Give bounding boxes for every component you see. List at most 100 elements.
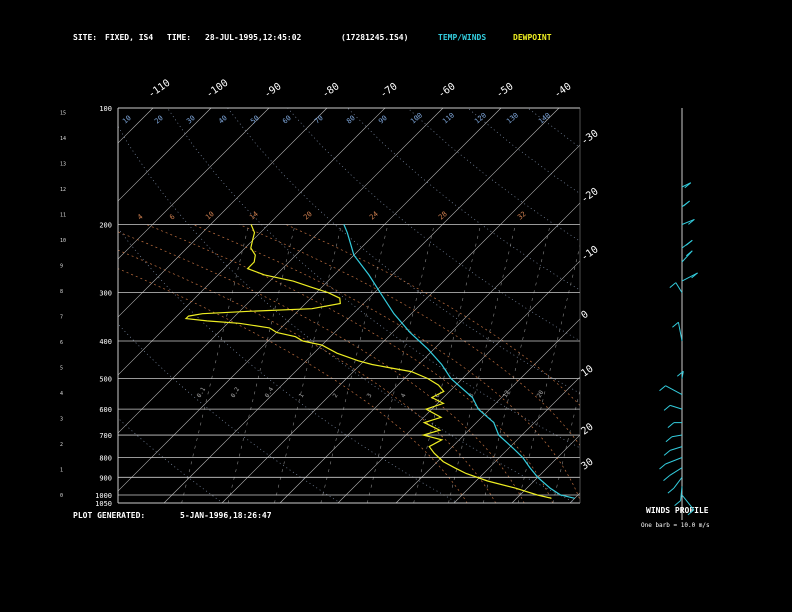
isotherm-line <box>118 108 270 260</box>
right-temp-tick-label: -20 <box>579 186 600 205</box>
wind-barb-flag <box>669 282 677 288</box>
wind-barb-flag <box>667 422 675 428</box>
wind-barb <box>669 467 683 477</box>
wind-barb-flag <box>676 370 684 377</box>
wind-barb <box>671 434 683 438</box>
mixing-ratio-label: 6 <box>434 392 442 399</box>
moist-adiabat-label: 10 <box>204 210 216 222</box>
height-tick-label: 6 <box>60 340 63 346</box>
height-tick-label: 5 <box>60 366 63 372</box>
isotherm-line <box>628 108 792 503</box>
wind-barb-flag <box>691 272 698 279</box>
isotherm-line <box>118 108 444 434</box>
site-value: FIXED, IS4 <box>105 33 154 42</box>
right-temp-tick-label: 30 <box>579 457 595 473</box>
isotherm-line <box>221 144 580 503</box>
wind-barb <box>680 486 683 501</box>
right-temp-tick-label: -30 <box>579 128 600 147</box>
pressure-tick-label: 200 <box>99 221 112 229</box>
height-tick-label: 10 <box>60 238 66 244</box>
isotherm-line <box>118 108 386 376</box>
dry-adiabat-label: 10 <box>121 114 133 126</box>
isotherm-line <box>163 108 560 503</box>
isobars <box>118 224 580 496</box>
isotherm-line <box>118 108 328 318</box>
wind-barb <box>677 322 683 342</box>
mixing-ratio-line <box>588 225 655 504</box>
moist-adiabat <box>118 268 468 503</box>
mixing-ratio-label: 8 <box>468 392 476 399</box>
pressure-tick-label: 100 <box>99 105 112 113</box>
top-temp-tick-label: -110 <box>146 78 172 101</box>
moist-adiabat-label: 28 <box>437 210 449 222</box>
file-id: (17281245.IS4) <box>341 33 409 42</box>
wind-barb-flag <box>687 509 695 516</box>
legend-dewpoint: DEWPOINT <box>513 33 552 42</box>
height-tick-label: 3 <box>60 417 63 423</box>
right-temp-tick-label: 10 <box>579 364 595 380</box>
right-temp-tick-label: -10 <box>579 244 600 263</box>
height-tick-label: 14 <box>60 136 66 142</box>
dry-adiabat <box>347 108 580 291</box>
mixing-ratio-line <box>274 224 342 503</box>
moist-adiabat-label: 6 <box>168 213 176 222</box>
moist-adiabat-label: 20 <box>302 210 314 222</box>
height-tick-label: 2 <box>60 442 63 448</box>
pressure-tick-label: 900 <box>99 474 112 482</box>
height-tick-label: 7 <box>60 315 63 321</box>
sounding-series <box>184 224 575 499</box>
dry-adiabat <box>118 323 341 503</box>
moist-adiabat <box>118 249 497 503</box>
isotherm-line <box>118 108 212 202</box>
dry-adiabat-label: 130 <box>505 111 520 125</box>
wind-barb-flag <box>663 450 671 456</box>
time-label: TIME: <box>167 33 192 42</box>
moist-adiabat-label: 24 <box>368 210 380 222</box>
mixing-ratio-line <box>320 224 389 503</box>
dry-adiabat <box>227 108 580 394</box>
wind-barb <box>681 218 695 225</box>
isotherm-line <box>118 108 502 492</box>
mixing-ratio-line <box>552 389 580 503</box>
wind-barb-flag <box>663 475 670 481</box>
dry-adiabat <box>167 108 580 449</box>
pressure-tick-label: 600 <box>99 406 112 414</box>
dry-adiabat-label: 140 <box>537 111 552 125</box>
moist-adiabat <box>118 231 525 503</box>
wind-barb <box>681 371 684 379</box>
mixing-ratio-line <box>366 224 435 503</box>
time-value: 28-JUL-1995,12:45:02 <box>205 33 302 42</box>
pressure-tick-label: 500 <box>99 376 112 384</box>
legend-temp-winds: TEMP/WINDS <box>438 33 487 42</box>
isotherm-line <box>511 434 580 503</box>
moist-adiabat-label: 4 <box>136 213 144 222</box>
dry-adiabat-label: 20 <box>153 114 165 126</box>
top-temp-tick-label: -90 <box>262 81 283 100</box>
mixing-ratio-label: 12 <box>502 389 512 399</box>
isotherm-line <box>0 108 37 503</box>
moist-adiabat-label: 14 <box>248 210 260 222</box>
dry-adiabat-label: 110 <box>441 111 456 125</box>
isotherm-line <box>569 492 580 503</box>
wind-barb <box>669 446 683 451</box>
isotherm-line <box>279 202 580 503</box>
wind-barb-flag <box>663 405 671 411</box>
site-label: SITE: <box>73 33 98 42</box>
mixing-ratio-line <box>517 244 580 503</box>
wind-barb-flag <box>688 219 695 225</box>
right-temp-tick-label: 20 <box>579 422 595 438</box>
dry-adiabat-label: 50 <box>249 114 261 126</box>
height-tick-label: 11 <box>60 213 66 219</box>
wind-barb-flag <box>672 321 679 328</box>
wind-barb-flag <box>685 239 693 246</box>
mixing-ratio-label: 4 <box>400 392 408 399</box>
temperature-line <box>343 224 575 499</box>
mixing-ratio-label: 0.1 <box>196 386 208 399</box>
height-tick-label: 4 <box>60 391 63 397</box>
wind-barb-flag <box>683 200 690 207</box>
pressure-tick-label: 700 <box>99 432 112 440</box>
mixing-ratio-line <box>448 224 516 503</box>
wind-barb <box>681 272 698 282</box>
dry-adiabat <box>527 108 580 148</box>
plot-frame <box>117 107 581 504</box>
